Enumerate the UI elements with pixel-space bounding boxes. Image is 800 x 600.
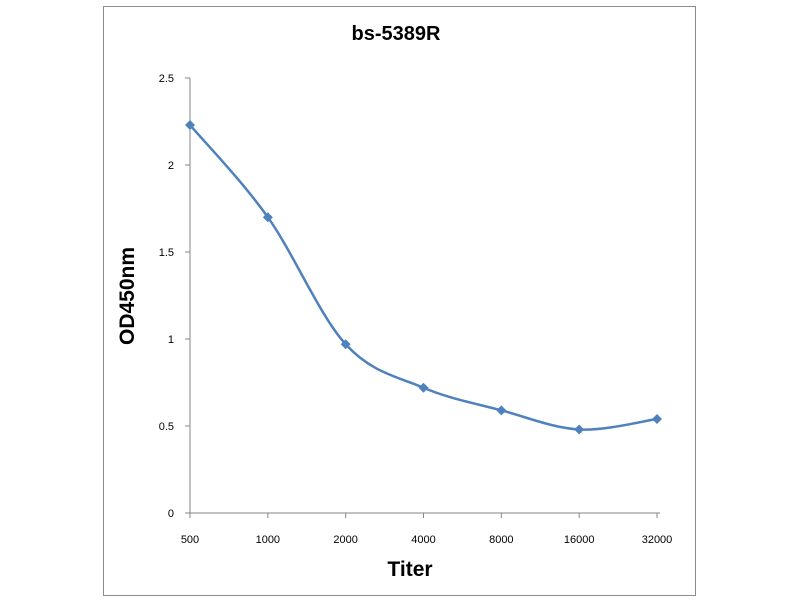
y-tick-label: 1 <box>168 334 174 346</box>
data-point-marker <box>418 382 429 393</box>
y-axis-title: OD450nm <box>116 247 139 345</box>
data-point-marker <box>496 405 507 416</box>
y-tick-label: 1.5 <box>159 247 174 259</box>
x-tick-label: 32000 <box>642 534 673 546</box>
data-point-marker <box>340 339 351 350</box>
x-tick-label: 1000 <box>256 534 280 546</box>
x-tick-label: 500 <box>181 534 199 546</box>
y-tick-label: 0 <box>168 508 174 520</box>
data-point-marker <box>185 119 195 130</box>
y-tick-label: 2.5 <box>159 73 174 85</box>
y-tick-label: 0.5 <box>159 421 174 433</box>
x-axis-title: Titer <box>387 558 432 581</box>
x-tick-label: 8000 <box>489 534 513 546</box>
chart-frame <box>103 6 696 596</box>
x-tick-label: 2000 <box>333 534 357 546</box>
x-tick-label: 4000 <box>411 534 435 546</box>
y-tick-label: 2 <box>168 160 174 172</box>
data-point-marker <box>652 414 662 425</box>
x-tick-label: 16000 <box>564 534 595 546</box>
data-point-marker <box>574 424 585 435</box>
chart-title: bs-5389R <box>352 23 441 45</box>
data-point-marker <box>262 212 273 223</box>
